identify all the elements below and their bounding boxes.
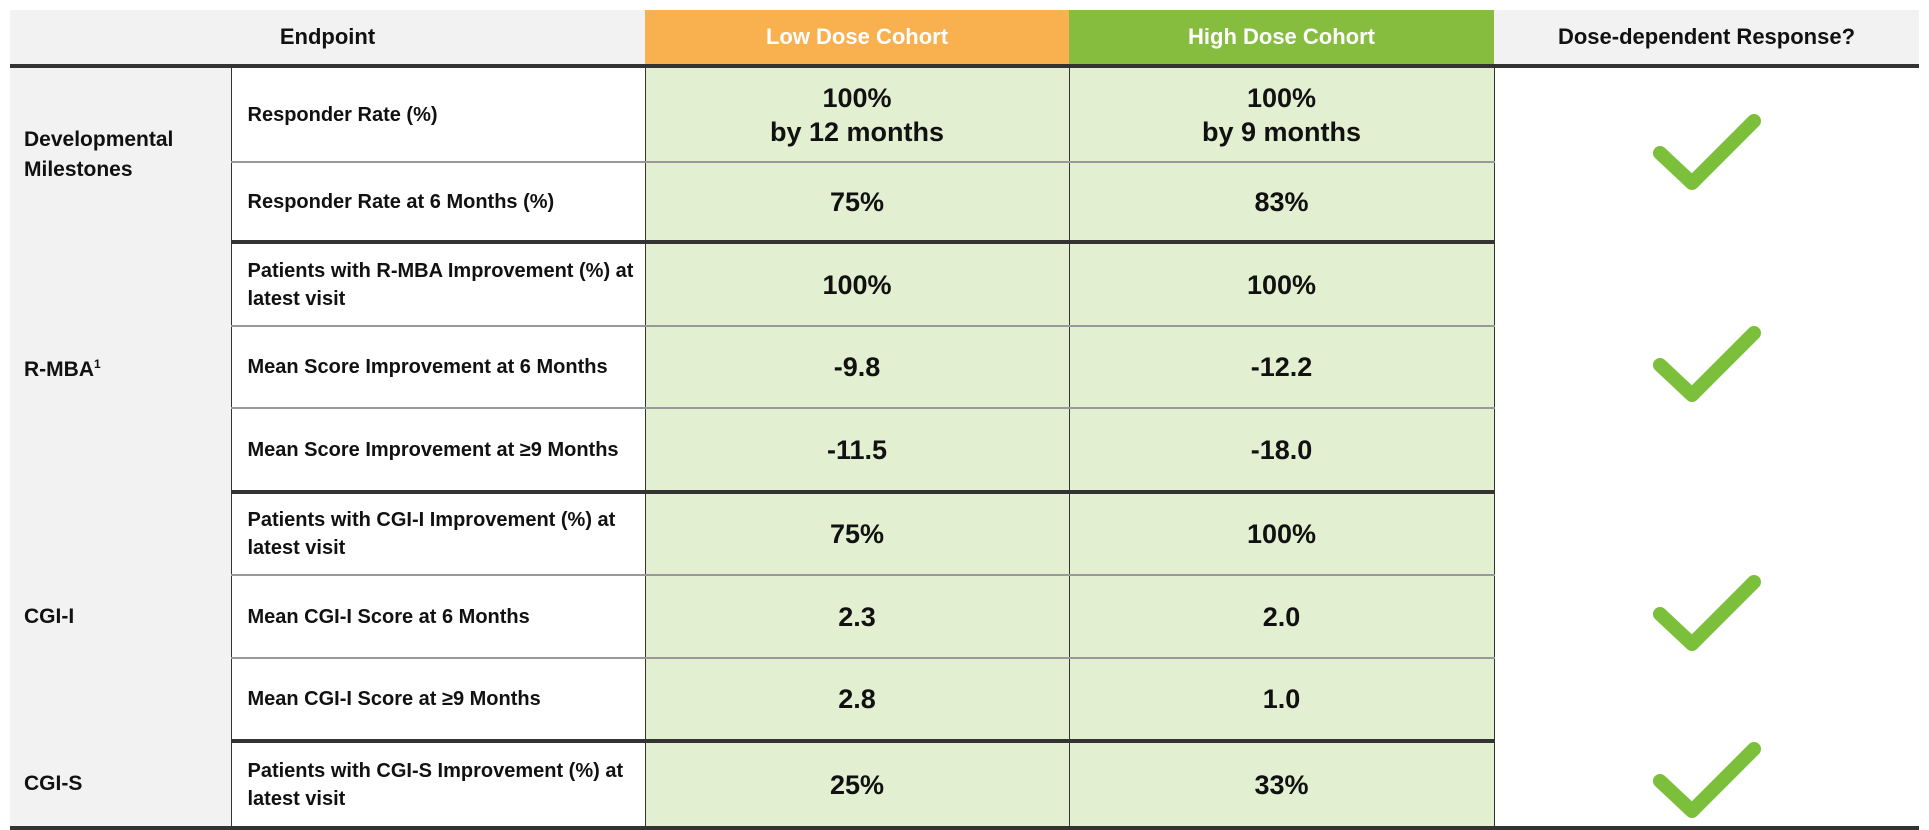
- group-name: R-MBA: [24, 358, 94, 381]
- check-icon: [1652, 325, 1762, 409]
- high-dose-value: 2.0: [1068, 575, 1494, 659]
- value: 100%: [1246, 82, 1317, 113]
- group-label: Developmental Milestones: [10, 66, 232, 242]
- metric-label: Mean CGI-I Score at ≥9 Months: [231, 658, 645, 743]
- high-dose-value: 1.0: [1068, 658, 1494, 743]
- table-row: Developmental Milestones Responder Rate (…: [10, 66, 1919, 242]
- header-dose-dependent: Dose-dependent Response?: [1494, 10, 1919, 68]
- low-dose-value: -11.5: [644, 408, 1069, 494]
- value: 75%: [829, 519, 885, 549]
- dose-dependent-cell: [1493, 242, 1919, 492]
- table-row: Mean CGI-I Score at ≥9 Months 2.8 1.0: [10, 658, 1919, 743]
- metric-label: Responder Rate at 6 Months (%): [231, 162, 645, 244]
- check-icon: [1652, 113, 1762, 197]
- check-icon: [1652, 575, 1762, 658]
- group-label: CGI-S: [10, 741, 232, 830]
- table-row: Mean CGI-I Score at 6 Months 2.3 2.0: [10, 575, 1919, 659]
- table-row: CGI-I Patients with CGI-I Improvement (%)…: [10, 492, 1919, 741]
- table-row: R-MBA1 Patients with R-MBA Improvement (%…: [10, 242, 1919, 492]
- group-name: Developmental Milestones: [24, 128, 174, 181]
- value: 100%: [822, 82, 892, 113]
- low-dose-value: 75%: [644, 492, 1069, 576]
- value: 33%: [1254, 769, 1309, 800]
- header-row: Endpoint Low Dose Cohort High Dose Cohor…: [10, 10, 1919, 68]
- check-icon: [1652, 742, 1762, 825]
- value: 100%: [1246, 269, 1317, 300]
- low-dose-value: -9.8: [644, 326, 1069, 409]
- metric-label: Patients with R-MBA Improvement (%) at l…: [231, 242, 645, 327]
- endpoint-table: Endpoint Low Dose Cohort High Dose Cohor…: [10, 10, 1919, 830]
- low-dose-value: 2.8: [644, 658, 1069, 743]
- table-row: Mean Score Improvement at 6 Months -9.8 -1…: [10, 326, 1919, 409]
- value: 83%: [1254, 186, 1309, 217]
- value: 2.8: [838, 684, 876, 714]
- dose-dependent-cell: [1493, 741, 1919, 830]
- value: 2.0: [1262, 601, 1301, 632]
- footnote-marker: 1: [93, 357, 101, 371]
- metric-label: Mean Score Improvement at ≥9 Months: [231, 408, 645, 494]
- high-dose-value: 100%: [1068, 242, 1494, 327]
- metric-label: Mean Score Improvement at 6 Months: [231, 326, 645, 409]
- low-dose-value: 2.3: [644, 575, 1069, 659]
- value: 2.3: [838, 601, 876, 632]
- high-dose-value: -12.2: [1068, 326, 1494, 409]
- metric-label: Responder Rate (%): [231, 66, 645, 163]
- value: -12.2: [1250, 352, 1313, 382]
- high-dose-value: -18.0: [1068, 408, 1494, 494]
- value: -11.5: [826, 434, 888, 465]
- low-dose-value: 25%: [644, 741, 1069, 830]
- table-row: Responder Rate at 6 Months (%) 75% 83%: [10, 162, 1919, 244]
- table-row: CGI-S Patients with CGI-S Improvement (%)…: [10, 741, 1919, 830]
- high-dose-value: 33%: [1068, 741, 1494, 830]
- value: -9.8: [833, 352, 881, 382]
- header-endpoint: Endpoint: [10, 10, 645, 68]
- low-dose-value: 100% by 12 months: [644, 66, 1069, 163]
- header-low-dose: Low Dose Cohort: [645, 10, 1069, 68]
- group-name: CGI-S: [24, 771, 83, 795]
- header-high-dose: High Dose Cohort: [1069, 10, 1494, 68]
- low-dose-value: 75%: [644, 162, 1069, 244]
- low-dose-value: 100%: [644, 242, 1069, 327]
- value: -18.0: [1250, 434, 1313, 465]
- dose-dependent-cell: [1493, 492, 1919, 741]
- high-dose-value: 83%: [1068, 162, 1494, 244]
- metric-label: Patients with CGI-S Improvement (%) at l…: [231, 741, 645, 830]
- high-dose-value: 100%: [1068, 492, 1494, 576]
- high-dose-value: 100% by 9 months: [1068, 66, 1494, 163]
- dose-dependent-cell: [1493, 66, 1919, 242]
- value: 1.0: [1262, 684, 1301, 714]
- value: 25%: [829, 769, 885, 800]
- value-note: by 12 months: [769, 116, 945, 147]
- value-note: by 9 months: [1201, 116, 1362, 147]
- value: 100%: [822, 269, 892, 300]
- group-name: CGI-I: [24, 604, 75, 628]
- metric-label: Patients with CGI-I Improvement (%) at l…: [231, 492, 645, 576]
- group-label: R-MBA1: [10, 242, 232, 492]
- table-row: Mean Score Improvement at ≥9 Months -11.5…: [10, 408, 1919, 494]
- group-label: CGI-I: [10, 492, 232, 741]
- value: 75%: [829, 186, 885, 217]
- metric-label: Mean CGI-I Score at 6 Months: [231, 575, 645, 659]
- value: 100%: [1246, 519, 1317, 549]
